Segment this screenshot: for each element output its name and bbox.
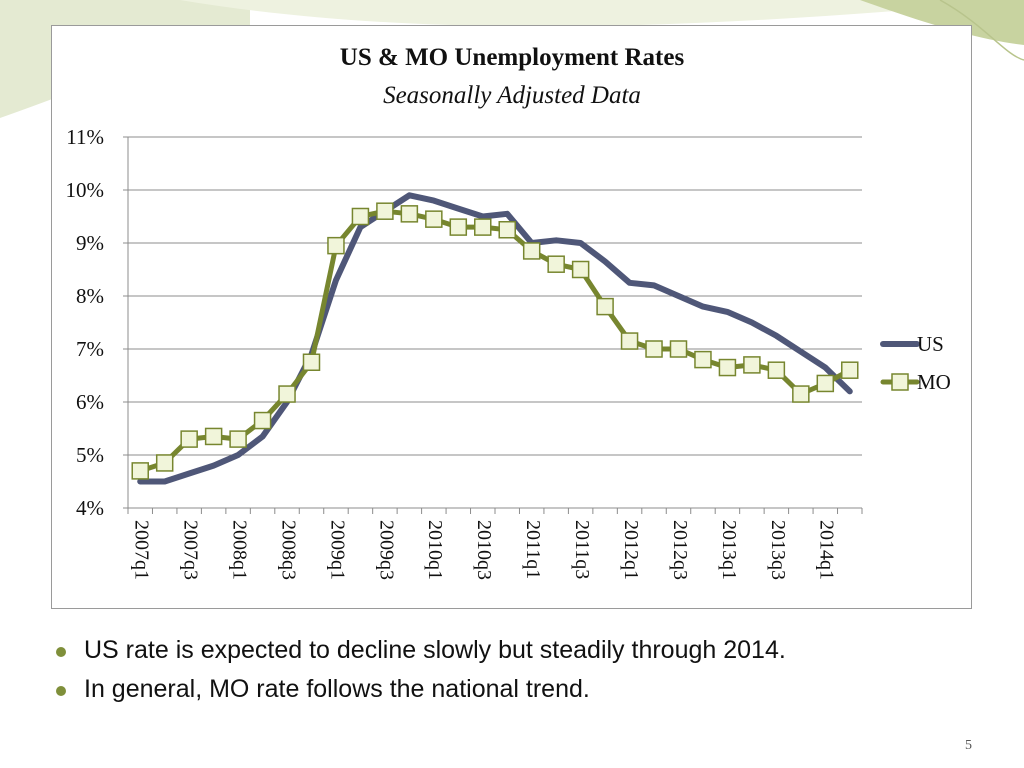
x-tick-label: 2011q3	[571, 520, 593, 579]
data-point	[400, 205, 419, 223]
bullet-text: In general, MO rate follows the national…	[84, 675, 590, 703]
data-point	[620, 332, 639, 350]
bullet-dot-icon	[56, 647, 66, 657]
y-tick-label: 6%	[76, 390, 104, 414]
data-point	[278, 385, 296, 403]
chart-frame: US & MO Unemployment Rates Seasonally Ad…	[51, 25, 972, 609]
data-point	[204, 427, 223, 446]
series	[131, 192, 859, 485]
y-tick-label: 10%	[66, 178, 105, 202]
deco-swoosh-top	[180, 0, 1024, 27]
data-point	[302, 353, 321, 371]
data-point	[229, 430, 247, 448]
data-point	[376, 202, 394, 220]
page-number: 5	[965, 738, 972, 753]
data-point	[645, 340, 663, 358]
data-point	[449, 218, 468, 236]
bullet-item: US rate is expected to decline slowly bu…	[54, 636, 786, 675]
data-point	[131, 462, 149, 480]
data-point	[155, 454, 174, 472]
y-tick-label: 11%	[66, 125, 104, 149]
bullet-item: In general, MO rate follows the national…	[54, 675, 786, 714]
data-point	[498, 221, 516, 239]
data-point	[743, 356, 761, 374]
x-tick-label: 2013q1	[718, 520, 740, 580]
legend-label: MO	[917, 370, 951, 394]
data-point	[596, 297, 614, 316]
data-point	[767, 361, 786, 379]
x-tick-label: 2007q1	[131, 520, 153, 580]
x-axis: 2007q1 2007q3 2008q1 2008q3 2009q1 2009q3 2010…	[127, 507, 863, 580]
data-point	[474, 218, 492, 236]
deco-line-right	[939, 0, 1024, 61]
x-tick-label: 2010q3	[473, 520, 495, 580]
data-point	[816, 374, 835, 393]
data-point	[694, 350, 712, 369]
legend: US MO	[880, 332, 951, 394]
series-line-us	[137, 192, 853, 485]
x-tick-label: 2011q1	[522, 520, 544, 579]
y-tick-label: 9%	[76, 231, 104, 255]
data-point	[669, 340, 688, 358]
x-tick-label: 2008q1	[229, 520, 251, 580]
unemployment-chart: US & MO Unemployment Rates Seasonally Ad…	[66, 44, 951, 580]
x-tick-label: 2013q3	[767, 520, 789, 580]
x-tick-label: 2010q1	[424, 520, 446, 580]
data-point	[425, 210, 443, 228]
data-point	[351, 207, 370, 226]
y-tick-label: 8%	[76, 284, 104, 308]
data-point	[571, 260, 590, 279]
legend-marker	[891, 373, 909, 391]
data-point	[253, 411, 272, 430]
y-tick-label: 5%	[76, 443, 104, 467]
y-axis: 4% 5% 6% 7% 8% 9% 10% 11%	[66, 125, 129, 520]
legend-label: US	[917, 332, 944, 356]
data-point	[522, 242, 541, 260]
data-point	[180, 430, 198, 448]
y-tick-label: 4%	[76, 496, 104, 520]
data-point	[547, 255, 565, 273]
bullet-text: US rate is expected to decline slowly bu…	[84, 636, 786, 664]
x-tick-label: 2009q1	[326, 520, 348, 580]
bullet-list: US rate is expected to decline slowly bu…	[54, 636, 786, 714]
x-tick-label: 2009q3	[375, 520, 397, 580]
x-tick-label: 2007q3	[180, 520, 202, 580]
chart-subtitle: Seasonally Adjusted Data	[383, 82, 641, 109]
y-tick-label: 7%	[76, 337, 104, 361]
data-point	[792, 385, 810, 403]
data-point	[718, 358, 737, 377]
data-point	[841, 361, 859, 379]
x-tick-label: 2012q1	[620, 520, 642, 580]
x-tick-label: 2014q1	[816, 520, 838, 580]
deco-swoosh-right	[860, 0, 1024, 45]
x-tick-label: 2012q3	[669, 520, 691, 580]
x-tick-label: 2008q3	[277, 520, 299, 580]
bullet-dot-icon	[56, 686, 66, 696]
data-point	[327, 236, 345, 255]
chart-title: US & MO Unemployment Rates	[340, 44, 685, 71]
